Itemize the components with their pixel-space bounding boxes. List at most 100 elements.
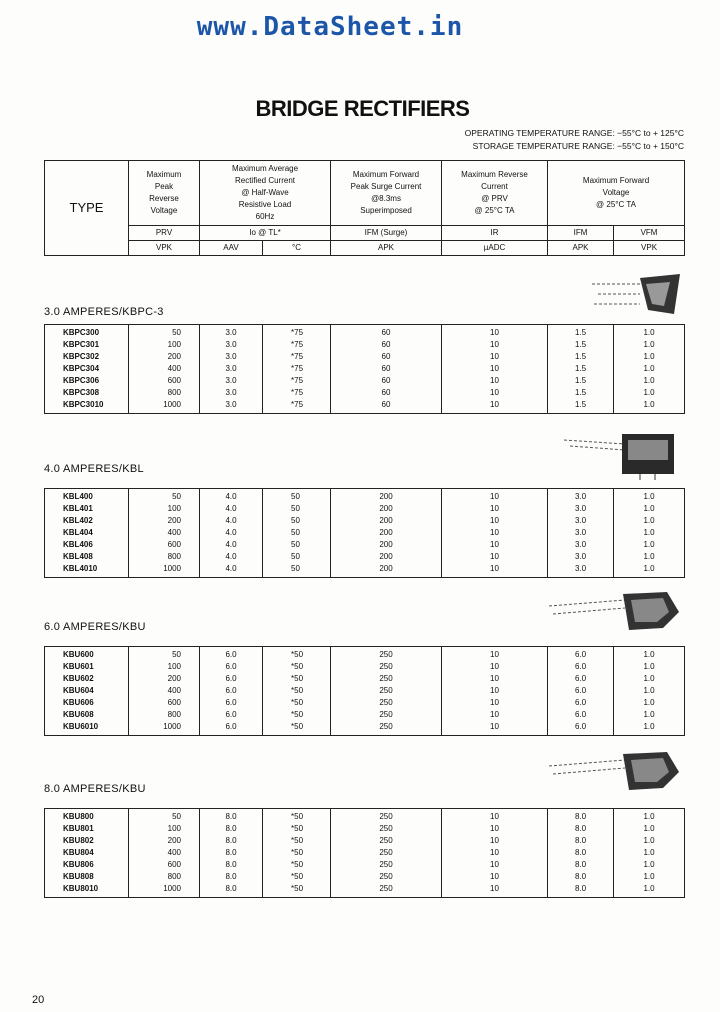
prv-value: 200 (167, 516, 181, 525)
vfm-value: 1.0 (643, 722, 655, 731)
ifsm-value: 60 (381, 376, 391, 385)
types-value: KBPC300 (63, 328, 100, 337)
kbl-package-image (563, 434, 674, 480)
tl-value: *50 (291, 710, 304, 719)
prv-value: 1000 (163, 722, 181, 731)
tl-value: *50 (291, 836, 304, 845)
tl-value: *75 (291, 388, 304, 397)
io-value: 4.0 (225, 516, 237, 525)
ifsm-value: 250 (379, 848, 393, 857)
vfm-value: 1.0 (643, 824, 655, 833)
tl-value: *50 (291, 884, 304, 893)
header-table: TYPE Maximum Peak Reverse Voltage Maximu… (44, 160, 686, 256)
ir-value: 10 (490, 376, 499, 385)
vfm-value: 1.0 (643, 528, 655, 537)
vfm-column: 1.0 1.0 1.0 1.0 1.0 1.0 1.0 (613, 324, 685, 414)
ifm-value: 3.0 (574, 552, 587, 561)
watermark[interactable]: www.DataSheet.in (196, 12, 464, 42)
ir-value: 10 (490, 564, 499, 573)
ir-value: 10 (490, 504, 499, 513)
section-heading: 4.0 AMPERES/KBL (44, 463, 144, 475)
io-value: 6.0 (225, 686, 237, 695)
prv-value: 200 (167, 836, 181, 845)
types-value: KBU602 (63, 674, 94, 683)
ifm-value: 6.0 (574, 722, 587, 731)
tl-column: *50 *50 *50 *50 *50 *50 *50 (262, 646, 331, 736)
types-value: KBPC306 (63, 376, 100, 385)
prv-value: 1000 (163, 884, 181, 893)
vfm-column: 1.0 1.0 1.0 1.0 1.0 1.0 1.0 (613, 808, 685, 898)
ifm-value: 8.0 (574, 884, 587, 893)
vfm-value: 1.0 (643, 340, 655, 349)
vfm-value: 1.0 (643, 504, 655, 513)
ifm-value: 6.0 (574, 698, 587, 707)
ir-value: 10 (490, 824, 499, 833)
tl-value: *50 (291, 650, 304, 659)
types-value: KBL406 (63, 540, 93, 549)
prv-value: 100 (167, 340, 181, 349)
ifm-value: 6.0 (574, 662, 587, 671)
types-column: KBU800 KBU801 KBU802 KBU804 KBU806 KBU808 KBU8… (44, 808, 129, 898)
section-heading: 6.0 AMPERES/KBU (44, 621, 146, 633)
io-value: 3.0 (225, 352, 237, 361)
ir-value: 10 (490, 400, 499, 409)
types-value: KBU6010 (63, 722, 99, 731)
prv-value: 600 (167, 698, 181, 707)
rectifier-table: KBU800 KBU801 KBU802 KBU804 KBU806 KBU808 KBU8… (44, 808, 685, 898)
prv-value: 100 (167, 504, 181, 513)
vfm-value: 1.0 (643, 860, 655, 869)
ifsm-value: 60 (381, 328, 391, 337)
symbol: PRV (128, 225, 200, 241)
ir-value: 10 (490, 710, 499, 719)
ifsm-value: 200 (379, 528, 393, 537)
ifm-value: 8.0 (574, 812, 587, 821)
ifm-value: 6.0 (574, 650, 587, 659)
tl-value: *75 (291, 328, 304, 337)
tl-value: *75 (291, 400, 304, 409)
io-value: 8.0 (225, 812, 237, 821)
table-row: KBPC300 KBPC301 KBPC302 KBPC304 KBPC306 KBPC3… (44, 324, 685, 414)
kbu6-package-image (548, 592, 679, 630)
tl-column: *75 *75 *75 *75 *75 *75 *75 (262, 324, 331, 414)
unit: APK (330, 240, 443, 256)
ir-value: 10 (490, 722, 499, 731)
ifm-value: 8.0 (574, 824, 587, 833)
ifsm-value: 200 (379, 492, 393, 501)
ifsm-value: 250 (379, 686, 393, 695)
symbol: Io @ TL* (198, 225, 332, 241)
tl-value: 50 (291, 552, 300, 561)
types-value: KBPC3010 (63, 400, 104, 409)
ir-column: 10 10 10 10 10 10 10 (441, 808, 548, 898)
io-value: 8.0 (225, 848, 237, 857)
types-value: KBU604 (63, 686, 94, 695)
io-value: 6.0 (225, 698, 237, 707)
vfm-value: 1.0 (643, 836, 655, 845)
tl-value: 50 (291, 540, 300, 549)
section-heading: 3.0 AMPERES/KBPC-3 (44, 306, 164, 318)
types-value: KBU802 (63, 836, 94, 845)
ifsm-value: 250 (379, 884, 393, 893)
prv-header: Maximum Peak Reverse Voltage (128, 160, 200, 226)
tl-value: 50 (291, 492, 300, 501)
ifm-value: 1.5 (574, 388, 587, 397)
types-value: KBL404 (63, 528, 93, 537)
symbol: IFM (547, 225, 615, 241)
io-header: Maximum Average Rectified Current @ Half… (198, 160, 332, 226)
tl-value: *75 (291, 352, 304, 361)
table-row: KBL400 KBL401 KBL402 KBL404 KBL406 KBL408 KBL4… (44, 488, 685, 578)
ifm-value: 8.0 (574, 860, 587, 869)
ir-column: 10 10 10 10 10 10 10 (441, 324, 548, 414)
prv-column: 50 100 200 400 600 800 1000 (128, 646, 200, 736)
ir-value: 10 (490, 540, 499, 549)
vfm-value: 1.0 (643, 564, 655, 573)
types-value: KBU606 (63, 698, 94, 707)
unit: µADC (441, 240, 549, 256)
types-value: KBPC304 (63, 364, 100, 373)
ifsm-value: 200 (379, 564, 393, 573)
tl-column: *50 *50 *50 *50 *50 *50 *50 (262, 808, 331, 898)
types-value: KBL4010 (63, 564, 98, 573)
io-value: 4.0 (225, 552, 237, 561)
ifsm-header: Maximum Forward Peak Surge Current @8.3m… (330, 160, 443, 226)
types-value: KBU800 (63, 812, 94, 821)
ir-value: 10 (490, 860, 499, 869)
